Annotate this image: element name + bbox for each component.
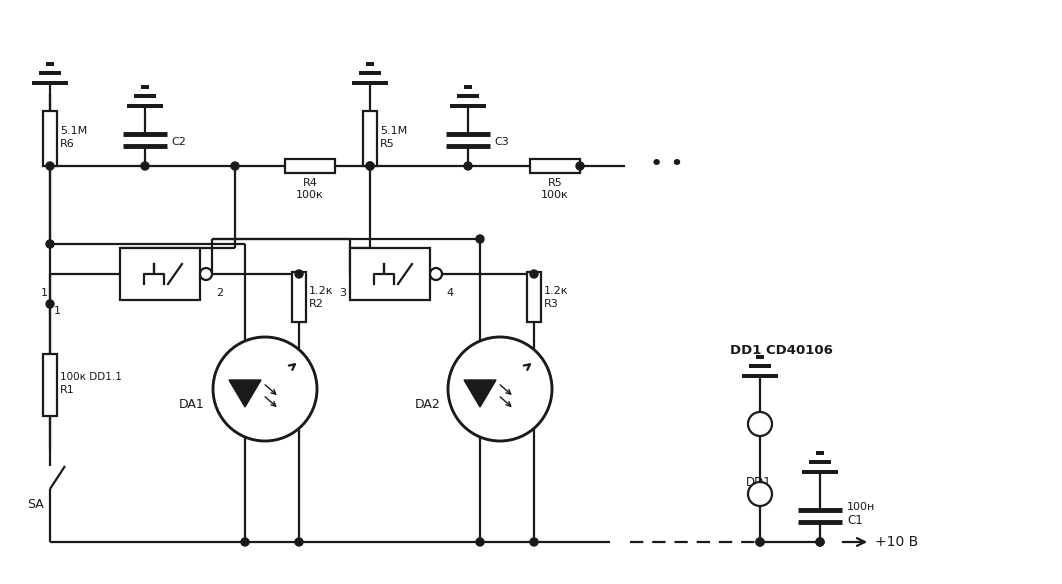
Text: C1: C1 <box>847 513 862 527</box>
Circle shape <box>756 538 764 546</box>
Circle shape <box>816 538 824 546</box>
Bar <box>285 159 335 173</box>
Bar <box>42 354 57 416</box>
Circle shape <box>213 337 316 441</box>
Text: 7: 7 <box>757 419 764 429</box>
Text: C2: C2 <box>171 137 186 147</box>
Polygon shape <box>464 380 496 407</box>
Circle shape <box>530 270 538 278</box>
Text: 1.2к: 1.2к <box>309 286 333 296</box>
Text: • •: • • <box>650 154 684 174</box>
Text: DD1.2: DD1.2 <box>352 293 387 303</box>
Text: DA2: DA2 <box>414 398 440 411</box>
Text: 5.1M: 5.1M <box>380 126 407 136</box>
Circle shape <box>46 300 54 308</box>
Circle shape <box>448 337 552 441</box>
Polygon shape <box>229 380 261 407</box>
Circle shape <box>576 162 584 170</box>
Bar <box>350 248 430 300</box>
Circle shape <box>748 412 772 436</box>
Text: DD1.1: DD1.1 <box>122 293 156 303</box>
Circle shape <box>430 268 442 280</box>
Circle shape <box>748 482 772 506</box>
Bar <box>530 159 580 173</box>
Circle shape <box>816 538 824 546</box>
Text: 3: 3 <box>339 288 346 298</box>
Circle shape <box>232 162 239 170</box>
Bar <box>120 248 200 300</box>
Circle shape <box>295 270 303 278</box>
Circle shape <box>464 162 472 170</box>
Circle shape <box>46 162 54 170</box>
Text: R1: R1 <box>59 385 74 395</box>
Circle shape <box>476 538 484 546</box>
Circle shape <box>200 268 212 280</box>
Text: R5: R5 <box>380 139 395 149</box>
Circle shape <box>476 235 484 243</box>
Text: R6: R6 <box>59 139 74 149</box>
Text: 14: 14 <box>753 489 767 499</box>
Circle shape <box>756 538 764 546</box>
Text: R4: R4 <box>303 178 318 188</box>
Text: DD1 CD40106: DD1 CD40106 <box>730 344 833 357</box>
Bar <box>363 111 377 166</box>
Text: 4: 4 <box>446 288 453 298</box>
Text: SA: SA <box>28 498 44 510</box>
Text: 2: 2 <box>216 288 223 298</box>
Circle shape <box>295 538 303 546</box>
Bar <box>527 272 541 322</box>
Text: 100к DD1.1: 100к DD1.1 <box>59 372 122 382</box>
Circle shape <box>241 538 249 546</box>
Text: DA1: DA1 <box>179 398 205 411</box>
Bar <box>292 272 306 322</box>
Text: R2: R2 <box>309 299 324 309</box>
Text: 100к: 100к <box>296 190 324 200</box>
Text: +10 В: +10 В <box>875 535 919 549</box>
Text: DD1: DD1 <box>746 476 772 489</box>
Text: 1.2к: 1.2к <box>544 286 568 296</box>
Text: 1: 1 <box>41 288 48 298</box>
Circle shape <box>141 162 149 170</box>
Circle shape <box>366 162 374 170</box>
Circle shape <box>46 240 54 248</box>
Text: R5: R5 <box>548 178 563 188</box>
Text: C3: C3 <box>494 137 509 147</box>
Text: 100н: 100н <box>847 502 875 512</box>
Text: R3: R3 <box>544 299 559 309</box>
Bar <box>42 111 57 166</box>
Circle shape <box>366 162 374 170</box>
Text: 100к: 100к <box>542 190 569 200</box>
Text: 5.1M: 5.1M <box>59 126 87 136</box>
Text: 1: 1 <box>54 306 61 316</box>
Circle shape <box>530 538 538 546</box>
